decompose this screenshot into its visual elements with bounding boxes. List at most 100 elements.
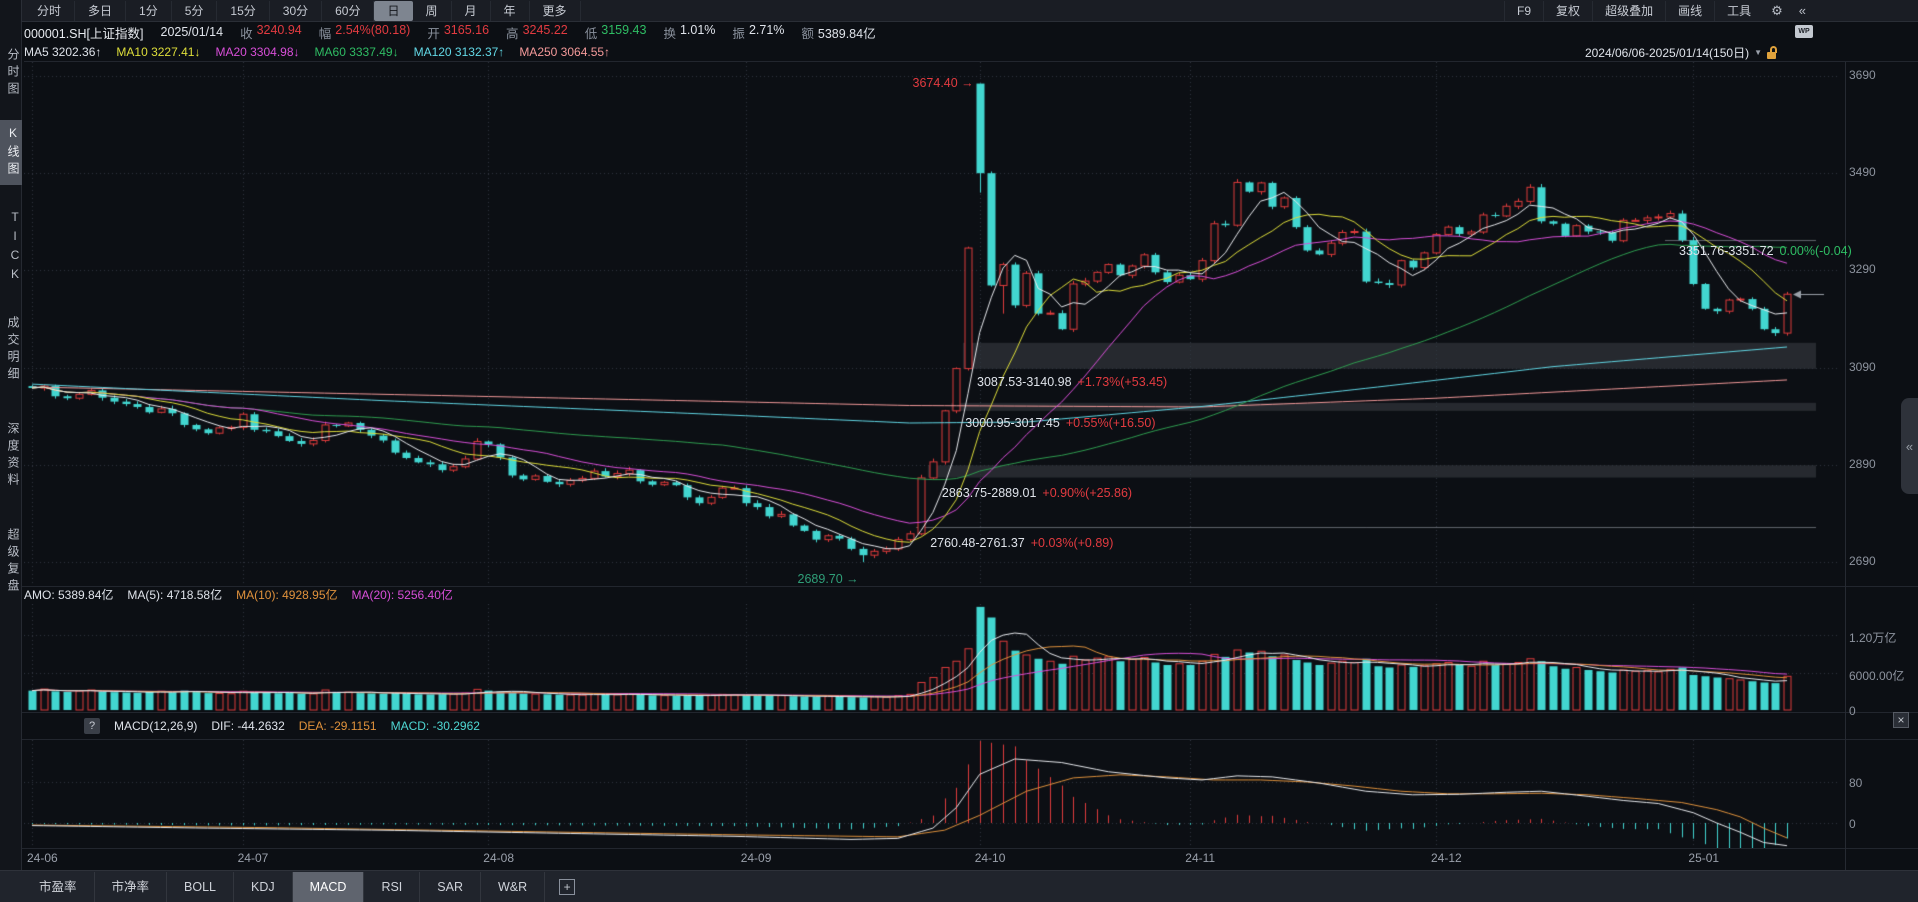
period-tab-60分[interactable]: 60分 [322, 0, 375, 21]
indicator-tab-BOLL[interactable]: BOLL [167, 871, 234, 902]
ma-value-item: MA10 3227.41↓ [116, 44, 201, 59]
indicator-tab-MACD[interactable]: MACD [292, 871, 365, 902]
volume-header: AMO: 5389.84亿 MA(5): 4718.58亿 MA(10): 4928… [24, 586, 453, 604]
indicator-tab-KDJ[interactable]: KDJ [234, 871, 293, 902]
sidebar-item-深度资料[interactable]: 深度资料 [6, 422, 20, 490]
collapse-icon[interactable]: « [1798, 3, 1806, 18]
period-tab-分时[interactable]: 分时 [24, 0, 76, 21]
volume-axis-label: 6000.00亿 [1849, 668, 1905, 683]
period-tab-月[interactable]: 月 [452, 0, 491, 21]
gap-range-text: 3087.53-3140.98 [977, 374, 1072, 389]
gap-percent-text: 0.00%(-0.04) [1779, 244, 1852, 259]
quote-field-幅: 幅 2.54%(80.18) [319, 23, 411, 42]
pane-separator [22, 739, 1918, 740]
toolbar-button-超级叠加[interactable]: 超级叠加 [1592, 0, 1665, 21]
indicator-tab-SAR[interactable]: SAR [420, 871, 481, 902]
date-range-selector[interactable]: 2024/06/06-2025/01/14(150日) ▼ [1585, 42, 1778, 62]
ma-value-item: MA60 3337.49↓ [314, 44, 399, 59]
x-axis-month-label: 24-10 [974, 851, 1006, 865]
field-value: 3240.94 [256, 22, 302, 37]
indicator-tab-市盈率[interactable]: 市盈率 [22, 871, 95, 902]
sidebar-item-分时图[interactable]: 分时图 [6, 48, 20, 99]
macd-axis-label: 80 [1849, 776, 1863, 790]
chevron-down-icon: ▼ [1754, 47, 1762, 57]
gap-annotation: 3000.95-3017.45 +0.55%(+16.50) [965, 416, 1155, 430]
gear-icon[interactable]: ⚙ [1771, 2, 1783, 18]
help-icon[interactable]: ? [84, 718, 100, 734]
macd-header-item: DEA: -29.1151 [298, 719, 377, 733]
quote-field-振: 振 2.71% [732, 23, 784, 42]
gap-range-text: 3000.95-3017.45 [965, 415, 1060, 430]
period-tab-年[interactable]: 年 [491, 0, 530, 21]
ma-value-item: MA120 3132.37↑ [413, 44, 505, 59]
toolbar-button-复权[interactable]: 复权 [1543, 0, 1592, 21]
y-axis-label: 3690 [1849, 68, 1876, 82]
lock-icon[interactable] [1767, 45, 1778, 59]
indicator-tab-W&R[interactable]: W&R [481, 871, 546, 902]
field-label: 额 [801, 26, 814, 41]
period-tab-多日[interactable]: 多日 [75, 0, 127, 21]
sidebar-item-超级复盘[interactable]: 超级复盘 [6, 528, 20, 596]
field-label: 低 [584, 26, 598, 41]
field-value: 2.54%(80.18) [335, 22, 411, 37]
field-value: 1.01% [679, 22, 716, 37]
volume-chart-canvas[interactable] [24, 604, 1840, 712]
ma-values: MA5 3202.36↑ MA10 3227.41↓ MA20 3304.98↓ MA… [24, 45, 610, 59]
gap-percent-text: +0.03%(+0.89) [1030, 535, 1114, 550]
toolbar-button-F9[interactable]: F9 [1504, 0, 1543, 21]
panel-collapse-handle[interactable]: « [1901, 398, 1918, 494]
toolbar-button-画线[interactable]: 画线 [1665, 0, 1714, 21]
period-tab-5分[interactable]: 5分 [172, 0, 218, 21]
macd-formula: MACD(12,26,9) [114, 719, 198, 733]
toolbar-button-工具[interactable]: 工具 [1714, 0, 1763, 21]
close-icon[interactable]: × [1893, 712, 1909, 728]
macd-header: ? MACD(12,26,9) DIF: -44.2632 DEA: -29.11… [24, 712, 1909, 739]
field-label: 高 [506, 26, 519, 41]
gap-percent-text: +0.55%(+16.50) [1065, 415, 1156, 430]
wp-monitor-icon[interactable]: WP [1795, 25, 1813, 38]
y-axis-label: 2690 [1849, 554, 1876, 568]
period-tab-15分[interactable]: 15分 [217, 0, 270, 21]
field-value: 3165.16 [443, 22, 490, 37]
main-chart-canvas[interactable] [24, 62, 1840, 586]
field-value: 5389.84亿 [817, 26, 876, 41]
period-tab-日[interactable]: 日 [374, 0, 413, 21]
toolbar-right-group: F9 复权 超级叠加 画线 工具 ⚙ « [1504, 0, 1918, 22]
macd-chart-canvas[interactable] [24, 740, 1840, 848]
period-tab-更多[interactable]: 更多 [530, 0, 581, 21]
top-toolbar: 分时 多日 1分 5分 15分 30分 60分日周月年更多 F9 复权 超级叠加 画线 工具 ⚙ « [0, 0, 1918, 22]
volume-header-item: MA(5): 4718.58亿 [127, 588, 223, 602]
field-value: 3245.22 [522, 22, 568, 37]
period-tab-30分[interactable]: 30分 [270, 0, 323, 21]
indicator-tab-市净率[interactable]: 市净率 [95, 871, 168, 902]
indicator-tab-RSI[interactable]: RSI [364, 871, 421, 902]
period-tab-1分[interactable]: 1分 [126, 0, 172, 21]
date-range-text: 2024/06/06-2025/01/14(150日) [1584, 45, 1750, 60]
price-axis-line [1845, 62, 1846, 870]
quote-field-高: 高 3245.22 [506, 23, 568, 42]
volume-axis-label: 1.20万亿 [1849, 631, 1897, 645]
field-value: 3159.43 [601, 22, 647, 37]
left-sidebar: 分时图 K线图 TICK 成交明细深度资料超级复盘 [0, 22, 22, 870]
gap-annotation: 2760.48-2761.37 +0.03%(+0.89) [930, 536, 1113, 550]
field-label: 幅 [318, 26, 332, 41]
ma-value-item: MA250 3064.55↑ [519, 44, 611, 59]
indicator-tab-bar: 市盈率 市净率 BOLL KDJ MACD RSI SAR W&R + [0, 870, 1918, 902]
sidebar-item-TICK[interactable]: TICK [8, 210, 22, 286]
gap-annotation: 2863.75-2889.01 +0.90%(+25.86) [942, 486, 1132, 500]
pane-separator [22, 848, 1918, 849]
field-label: 收 [240, 26, 253, 41]
add-indicator-icon[interactable]: + [559, 878, 576, 895]
x-axis-month-label: 24-07 [237, 851, 269, 865]
sidebar-item-成交明细[interactable]: 成交明细 [6, 316, 20, 384]
period-tab-周[interactable]: 周 [413, 0, 452, 21]
x-axis-month-label: 25-01 [1688, 851, 1720, 865]
quote-field-低: 低 3159.43 [585, 23, 647, 42]
quote-fields: 收 3240.94 幅 2.54%(80.18) 开 3165.16 高 3245.22 低 31… [240, 23, 876, 42]
sidebar-item-K线图[interactable]: K线图 [0, 120, 22, 185]
gap-annotation: 3087.53-3140.98 +1.73%(+53.45) [977, 375, 1167, 389]
toolbar-corner [0, 0, 22, 22]
high-price-annotation: 3674.40 → [912, 75, 974, 90]
macd-values: DIF: -44.2632 DEA: -29.1151 MACD: -30.2962 [211, 719, 480, 733]
